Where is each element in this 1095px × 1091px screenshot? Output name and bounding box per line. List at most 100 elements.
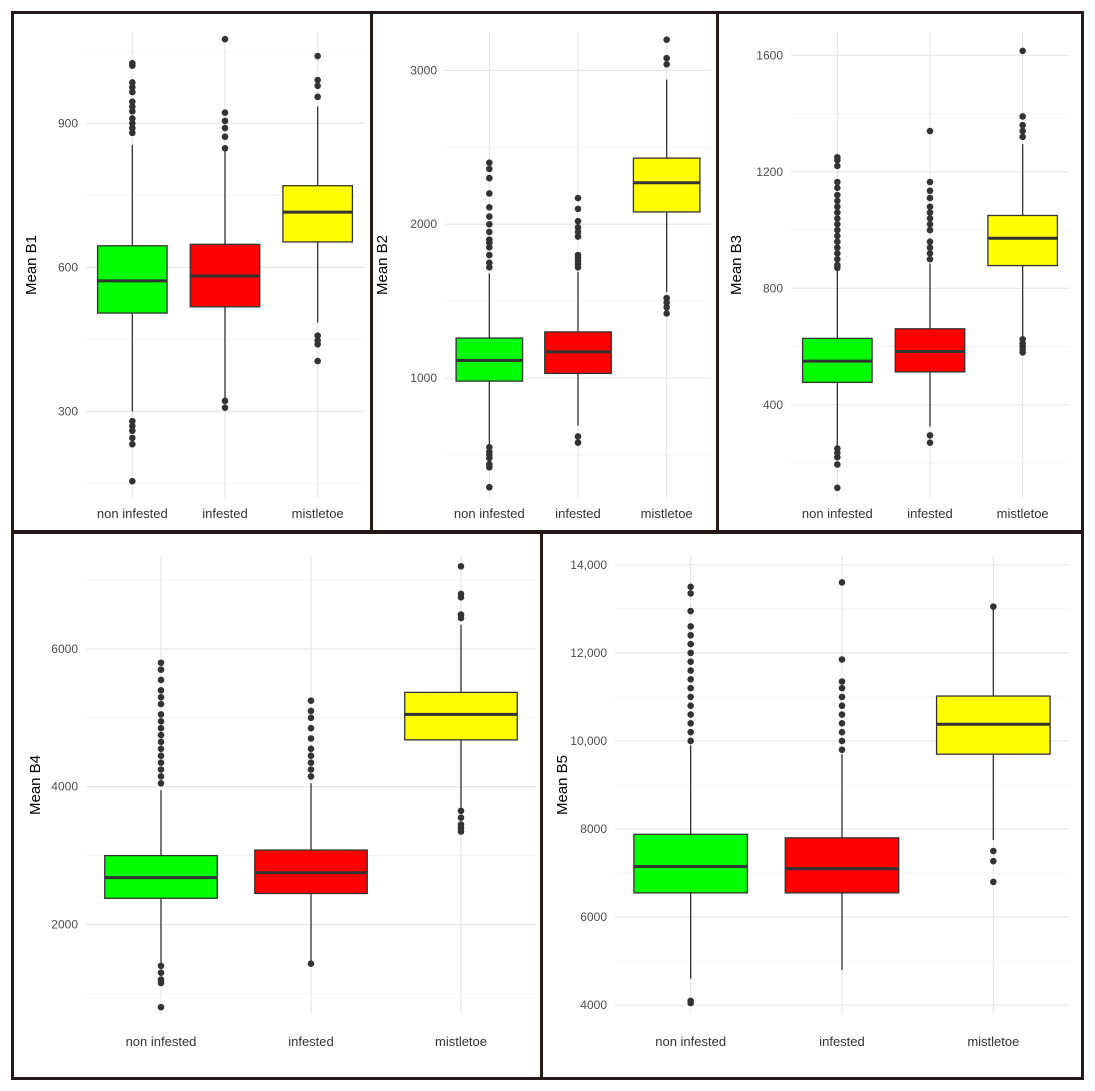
chart-0-infested-outlier-3: [221, 124, 229, 132]
chart-0-y-axis-label: Mean B1: [23, 235, 40, 295]
chart-3-non-infested-outlier-7: [157, 717, 165, 725]
chart-3-y-axis-label: Mean B4: [27, 755, 44, 815]
chart-0-non-infested-outlier-4: [129, 88, 136, 96]
chart-3-non-infested-outlier-17: [157, 962, 165, 970]
chart-4-non-infested-outlier-18: [687, 999, 694, 1007]
chart-1-non-infested-outlier-20: [486, 483, 493, 491]
chart-3-non-infested-outlier-15: [157, 773, 165, 780]
chart-0-non-infested-outlier-2: [129, 79, 136, 86]
chart-2-non-infested-outlier-12: [834, 232, 841, 240]
chart-4-non-infested-outlier-3: [687, 623, 694, 630]
chart-2-y-axis-label: Mean B3: [728, 235, 745, 295]
chart-mean-b2: 1000 2000 3000 Mean B2 non infested infested m…: [374, 32, 711, 521]
chart-4-infested-outlier-5: [838, 702, 846, 710]
chart-2-mistletoe-outlier-1: [1019, 113, 1026, 120]
chart-1-non-infested-outlier-14: [486, 443, 493, 451]
chart-4-y-axis-label: Mean B5: [554, 755, 571, 815]
chart-1-ytick-label-2: 3000: [410, 63, 437, 77]
chart-0-non-infested-outlier-13: [129, 422, 136, 430]
chart-0-infested-outlier-4: [221, 133, 229, 141]
chart-2-non-infested-outlier-18: [834, 264, 841, 272]
chart-2-category-label-mistletoe: mistletoe: [997, 506, 1049, 521]
chart-3-ytick-label-1: 4000: [51, 780, 78, 794]
chart-4-ytick-label-3: 10,000: [570, 734, 607, 748]
chart-1-non-infested-outlier-9: [486, 239, 493, 246]
chart-2-infested-outlier-0: [926, 127, 934, 135]
chart-3-non-infested-outlier-0: [157, 659, 165, 667]
chart-2-infested-outlier-4: [926, 203, 934, 211]
chart-2-non-infested-outlier-5: [834, 191, 841, 199]
chart-1-infested-outlier-10: [574, 264, 582, 271]
chart-2-mistletoe-outlier-4: [1019, 133, 1026, 141]
chart-4-ytick-label-1: 6000: [580, 910, 607, 924]
chart-0-non-infested-outlier-11: [129, 129, 136, 137]
chart-3-mistletoe-outlier-4: [457, 614, 465, 622]
chart-1-non-infested-outlier-11: [486, 251, 493, 259]
chart-4-category-label-infested: infested: [819, 1034, 865, 1049]
chart-1-non-infested-outlier-17: [486, 454, 493, 462]
chart-4-non-infested-outlier-6: [687, 649, 694, 657]
chart-4-mistletoe-outlier-1: [990, 847, 997, 855]
chart-0-infested-outlier-0: [221, 35, 229, 43]
chart-0-mistletoe-outlier-4: [314, 332, 321, 339]
chart-4-infested-outlier-0: [838, 579, 846, 586]
panel-mean-b1: 300 600 900 Mean B1 non infested infested mist…: [11, 11, 373, 533]
chart-3-non-infested-outlier-12: [157, 752, 165, 760]
chart-4-non-infested-outlier-4: [687, 631, 694, 639]
chart-1-infested-outlier-5: [574, 233, 582, 240]
chart-3-mistletoe-outlier-6: [457, 814, 465, 822]
chart-2-non-infested-outlier-3: [834, 178, 841, 186]
chart-1-y-axis-label: Mean B2: [374, 235, 391, 295]
chart-1-infested-outlier-3: [574, 224, 582, 231]
chart-2-category-label-non-infested: non infested: [802, 506, 873, 521]
chart-1-non-infested-outlier-2: [486, 174, 493, 182]
chart-2-mistletoe-box: [987, 214, 1059, 267]
chart-3-non-infested-outlier-1: [157, 666, 165, 673]
chart-1-mistletoe-outlier-3: [663, 294, 670, 302]
chart-4-infested-outlier-6: [838, 711, 846, 718]
chart-3-non-infested-outlier-5: [157, 700, 165, 708]
chart-2-non-infested-outlier-15: [834, 250, 841, 257]
chart-4-non-infested-outlier-5: [687, 640, 694, 648]
chart-3-non-infested-outlier-11: [157, 745, 165, 753]
chart-0-non-infested-outlier-6: [129, 103, 136, 110]
chart-4-non-infested-outlier-13: [687, 711, 694, 718]
chart-1-category-label-infested: infested: [555, 506, 601, 521]
chart-0-non-infested-outlier-7: [129, 107, 136, 115]
chart-4-infested-outlier-1: [838, 656, 846, 663]
chart-2-non-infested-outlier-8: [834, 209, 841, 216]
chart-4-non-infested-outlier-10: [687, 684, 694, 692]
chart-0-non-infested-outlier-15: [129, 434, 136, 442]
chart-0-non-infested-outlier-14: [129, 427, 136, 435]
chart-1-non-infested-outlier-0: [486, 159, 493, 167]
chart-2-ytick-label-0: 400: [763, 398, 783, 412]
chart-1-non-infested-outlier-12: [486, 259, 493, 266]
chart-4-infested-box: [784, 837, 900, 894]
chart-3-non-infested-outlier-8: [157, 724, 165, 732]
chart-0-mistletoe-outlier-0: [314, 52, 321, 60]
chart-4-infested-outlier-7: [838, 720, 846, 727]
chart-1-mistletoe-outlier-1: [663, 54, 670, 62]
chart-2-non-infested-outlier-23: [834, 484, 841, 492]
chart-1-category-label-mistletoe: mistletoe: [641, 506, 693, 521]
chart-1-ytick-label-0: 1000: [410, 371, 437, 385]
chart-0-ytick-label-0: 300: [58, 405, 78, 419]
chart-2-infested-outlier-14: [926, 439, 934, 446]
chart-3-infested-outlier-6: [307, 752, 315, 760]
chart-4-infested-outlier-4: [838, 693, 846, 701]
chart-1-non-infested-outlier-7: [486, 228, 493, 236]
chart-4-infested-outlier-3: [838, 684, 846, 692]
chart-1-infested-outlier-11: [574, 433, 582, 440]
chart-2-infested-outlier-11: [926, 250, 934, 257]
chart-2-non-infested-outlier-21: [834, 453, 841, 461]
chart-0-non-infested-outlier-5: [129, 98, 136, 105]
chart-mean-b3: 400 800 1200 1600 Mean B3 non infested infeste…: [728, 32, 1069, 521]
chart-4-non-infested-outlier-11: [687, 693, 694, 701]
chart-0-non-infested-outlier-1: [129, 62, 136, 69]
chart-0-mistletoe-outlier-1: [314, 76, 321, 84]
chart-2-category-label-infested: infested: [907, 506, 953, 521]
chart-4-non-infested-outlier-8: [687, 667, 694, 674]
chart-1-infested-outlier-12: [574, 439, 582, 446]
chart-3-non-infested-outlier-14: [157, 766, 165, 773]
panel-mean-b4: 2000 4000 6000 Mean B4 non infested infested m…: [11, 531, 544, 1080]
